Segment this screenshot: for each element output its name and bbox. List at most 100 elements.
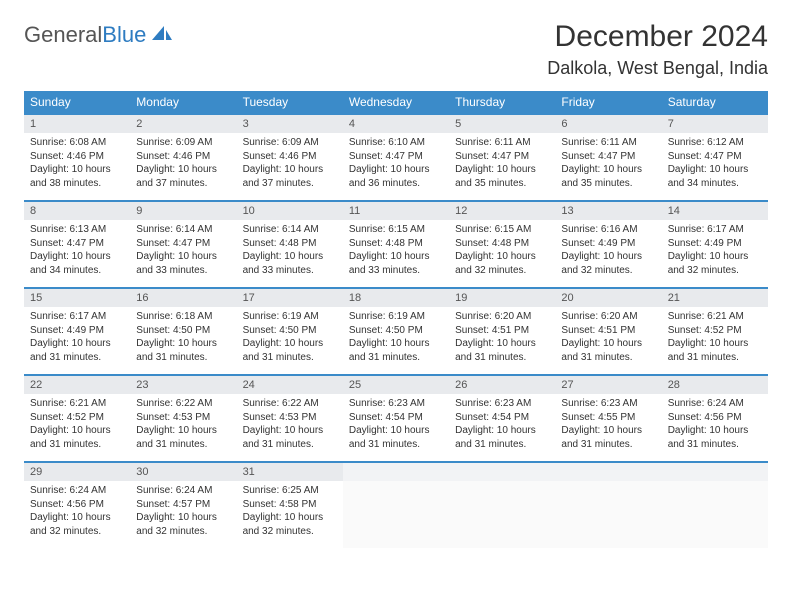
sunrise-line: Sunrise: 6:13 AM [30,223,124,237]
day-number-cell: 10 [237,201,343,220]
sunset-line: Sunset: 4:46 PM [243,150,337,164]
day-content-cell: Sunrise: 6:09 AMSunset: 4:46 PMDaylight:… [237,133,343,201]
sunrise-line: Sunrise: 6:09 AM [243,136,337,150]
sunset-line: Sunset: 4:46 PM [136,150,230,164]
day-content-cell: Sunrise: 6:08 AMSunset: 4:46 PMDaylight:… [24,133,130,201]
daylight-line: Daylight: 10 hours and 36 minutes. [349,163,443,190]
daylight-line: Daylight: 10 hours and 37 minutes. [243,163,337,190]
daylight-line: Daylight: 10 hours and 31 minutes. [668,337,762,364]
day-number-cell [662,462,768,481]
day-number-cell: 22 [24,375,130,394]
header: GeneralBlue December 2024 Dalkola, West … [24,20,768,79]
sunset-line: Sunset: 4:54 PM [349,411,443,425]
daylight-line: Daylight: 10 hours and 31 minutes. [136,424,230,451]
sunrise-line: Sunrise: 6:19 AM [349,310,443,324]
day-content-cell: Sunrise: 6:14 AMSunset: 4:48 PMDaylight:… [237,220,343,288]
daylight-line: Daylight: 10 hours and 31 minutes. [243,424,337,451]
sunrise-line: Sunrise: 6:18 AM [136,310,230,324]
sunset-line: Sunset: 4:52 PM [668,324,762,338]
sunrise-line: Sunrise: 6:20 AM [561,310,655,324]
sunrise-line: Sunrise: 6:19 AM [243,310,337,324]
sunrise-line: Sunrise: 6:23 AM [349,397,443,411]
day-content-cell: Sunrise: 6:09 AMSunset: 4:46 PMDaylight:… [130,133,236,201]
day-content-cell: Sunrise: 6:17 AMSunset: 4:49 PMDaylight:… [662,220,768,288]
day-content-cell: Sunrise: 6:10 AMSunset: 4:47 PMDaylight:… [343,133,449,201]
dow-header: Sunday [24,91,130,114]
calendar-table: SundayMondayTuesdayWednesdayThursdayFrid… [24,91,768,548]
day-number-cell: 2 [130,114,236,133]
day-content-cell: Sunrise: 6:16 AMSunset: 4:49 PMDaylight:… [555,220,661,288]
day-content-cell: Sunrise: 6:14 AMSunset: 4:47 PMDaylight:… [130,220,236,288]
sunset-line: Sunset: 4:55 PM [561,411,655,425]
day-content-cell: Sunrise: 6:15 AMSunset: 4:48 PMDaylight:… [343,220,449,288]
sunrise-line: Sunrise: 6:21 AM [30,397,124,411]
day-number-cell: 18 [343,288,449,307]
daylight-line: Daylight: 10 hours and 32 minutes. [136,511,230,538]
day-content-cell: Sunrise: 6:22 AMSunset: 4:53 PMDaylight:… [237,394,343,462]
day-content-cell [555,481,661,548]
day-content-cell: Sunrise: 6:20 AMSunset: 4:51 PMDaylight:… [555,307,661,375]
sunrise-line: Sunrise: 6:15 AM [455,223,549,237]
daylight-line: Daylight: 10 hours and 32 minutes. [243,511,337,538]
daylight-line: Daylight: 10 hours and 32 minutes. [668,250,762,277]
day-number-cell: 24 [237,375,343,394]
sunrise-line: Sunrise: 6:21 AM [668,310,762,324]
day-content-cell: Sunrise: 6:24 AMSunset: 4:56 PMDaylight:… [24,481,130,548]
daylight-line: Daylight: 10 hours and 31 minutes. [349,424,443,451]
daylight-line: Daylight: 10 hours and 31 minutes. [668,424,762,451]
daylight-line: Daylight: 10 hours and 35 minutes. [561,163,655,190]
daylight-line: Daylight: 10 hours and 33 minutes. [243,250,337,277]
sunset-line: Sunset: 4:54 PM [455,411,549,425]
day-number-cell: 6 [555,114,661,133]
daylight-line: Daylight: 10 hours and 31 minutes. [30,337,124,364]
sunset-line: Sunset: 4:50 PM [349,324,443,338]
day-content-cell: Sunrise: 6:17 AMSunset: 4:49 PMDaylight:… [24,307,130,375]
day-number-cell [343,462,449,481]
day-number-cell: 23 [130,375,236,394]
day-content-cell: Sunrise: 6:21 AMSunset: 4:52 PMDaylight:… [24,394,130,462]
day-content-cell: Sunrise: 6:23 AMSunset: 4:55 PMDaylight:… [555,394,661,462]
sunset-line: Sunset: 4:51 PM [561,324,655,338]
day-number-cell: 12 [449,201,555,220]
sunrise-line: Sunrise: 6:20 AM [455,310,549,324]
dow-header: Friday [555,91,661,114]
day-content-cell: Sunrise: 6:12 AMSunset: 4:47 PMDaylight:… [662,133,768,201]
day-number-cell: 27 [555,375,661,394]
day-number-cell: 11 [343,201,449,220]
day-number-cell: 5 [449,114,555,133]
sunset-line: Sunset: 4:48 PM [455,237,549,251]
sunrise-line: Sunrise: 6:24 AM [668,397,762,411]
daylight-line: Daylight: 10 hours and 34 minutes. [668,163,762,190]
sunrise-line: Sunrise: 6:22 AM [136,397,230,411]
sunset-line: Sunset: 4:47 PM [668,150,762,164]
dow-header: Wednesday [343,91,449,114]
dow-header: Saturday [662,91,768,114]
day-number-cell: 21 [662,288,768,307]
sunset-line: Sunset: 4:47 PM [349,150,443,164]
day-number-cell [449,462,555,481]
title-block: December 2024 Dalkola, West Bengal, Indi… [547,20,768,79]
brand-part1: General [24,22,102,48]
daylight-line: Daylight: 10 hours and 31 minutes. [243,337,337,364]
sunrise-line: Sunrise: 6:10 AM [349,136,443,150]
sunset-line: Sunset: 4:58 PM [243,498,337,512]
sunset-line: Sunset: 4:52 PM [30,411,124,425]
sunset-line: Sunset: 4:47 PM [561,150,655,164]
daylight-line: Daylight: 10 hours and 32 minutes. [30,511,124,538]
day-content-cell: Sunrise: 6:20 AMSunset: 4:51 PMDaylight:… [449,307,555,375]
sunrise-line: Sunrise: 6:16 AM [561,223,655,237]
sunrise-line: Sunrise: 6:23 AM [561,397,655,411]
sunrise-line: Sunrise: 6:17 AM [668,223,762,237]
sunset-line: Sunset: 4:49 PM [668,237,762,251]
day-number-cell: 26 [449,375,555,394]
sunset-line: Sunset: 4:47 PM [455,150,549,164]
daylight-line: Daylight: 10 hours and 38 minutes. [30,163,124,190]
day-number-cell: 8 [24,201,130,220]
daylight-line: Daylight: 10 hours and 31 minutes. [30,424,124,451]
brand-part2: Blue [102,22,146,48]
sunset-line: Sunset: 4:56 PM [668,411,762,425]
day-content-cell: Sunrise: 6:23 AMSunset: 4:54 PMDaylight:… [449,394,555,462]
sunset-line: Sunset: 4:50 PM [243,324,337,338]
sunrise-line: Sunrise: 6:24 AM [136,484,230,498]
sunset-line: Sunset: 4:48 PM [243,237,337,251]
